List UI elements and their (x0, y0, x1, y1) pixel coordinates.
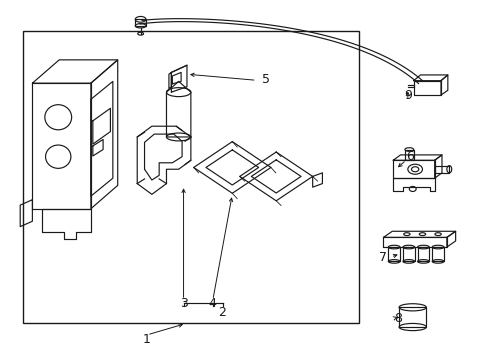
Ellipse shape (402, 260, 414, 263)
Ellipse shape (166, 87, 190, 96)
Text: 2: 2 (218, 306, 226, 319)
Ellipse shape (446, 166, 451, 173)
Ellipse shape (417, 260, 428, 263)
Text: 5: 5 (262, 73, 270, 86)
Text: 3: 3 (179, 297, 187, 310)
Ellipse shape (387, 260, 399, 263)
Text: 8: 8 (393, 311, 401, 325)
Text: 1: 1 (143, 333, 151, 346)
Ellipse shape (431, 260, 443, 263)
Text: 9: 9 (403, 89, 411, 102)
Ellipse shape (135, 17, 146, 22)
Ellipse shape (398, 304, 426, 311)
Text: 6: 6 (406, 150, 413, 163)
Bar (22, 31, 358, 323)
Ellipse shape (404, 148, 413, 151)
Ellipse shape (407, 164, 422, 174)
Text: 7: 7 (379, 251, 386, 264)
Text: 4: 4 (208, 297, 216, 310)
Ellipse shape (398, 323, 426, 330)
